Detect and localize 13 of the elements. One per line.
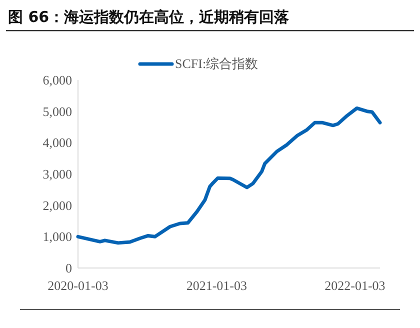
y-tick-label: 2,000 [42, 198, 72, 213]
line-series [76, 106, 382, 245]
y-tick-label: 4,000 [42, 135, 72, 150]
y-tick-label: 6,000 [42, 72, 72, 88]
x-tick-label: 2022-01-03 [324, 278, 386, 293]
x-tick-label: 2020-01-03 [48, 278, 108, 293]
y-tick-label: 0 [66, 260, 72, 276]
y-tick-label: 1,000 [42, 229, 72, 244]
y-tick-label: 3,000 [42, 166, 72, 182]
legend-label: SCFI:综合指数 [175, 56, 258, 71]
y-tick-label: 5,000 [42, 104, 72, 119]
chart-title: 图 66：海运指数仍在高位，近期稍有回落 [8, 8, 290, 26]
x-tick-label: 2021-01-03 [186, 278, 248, 293]
